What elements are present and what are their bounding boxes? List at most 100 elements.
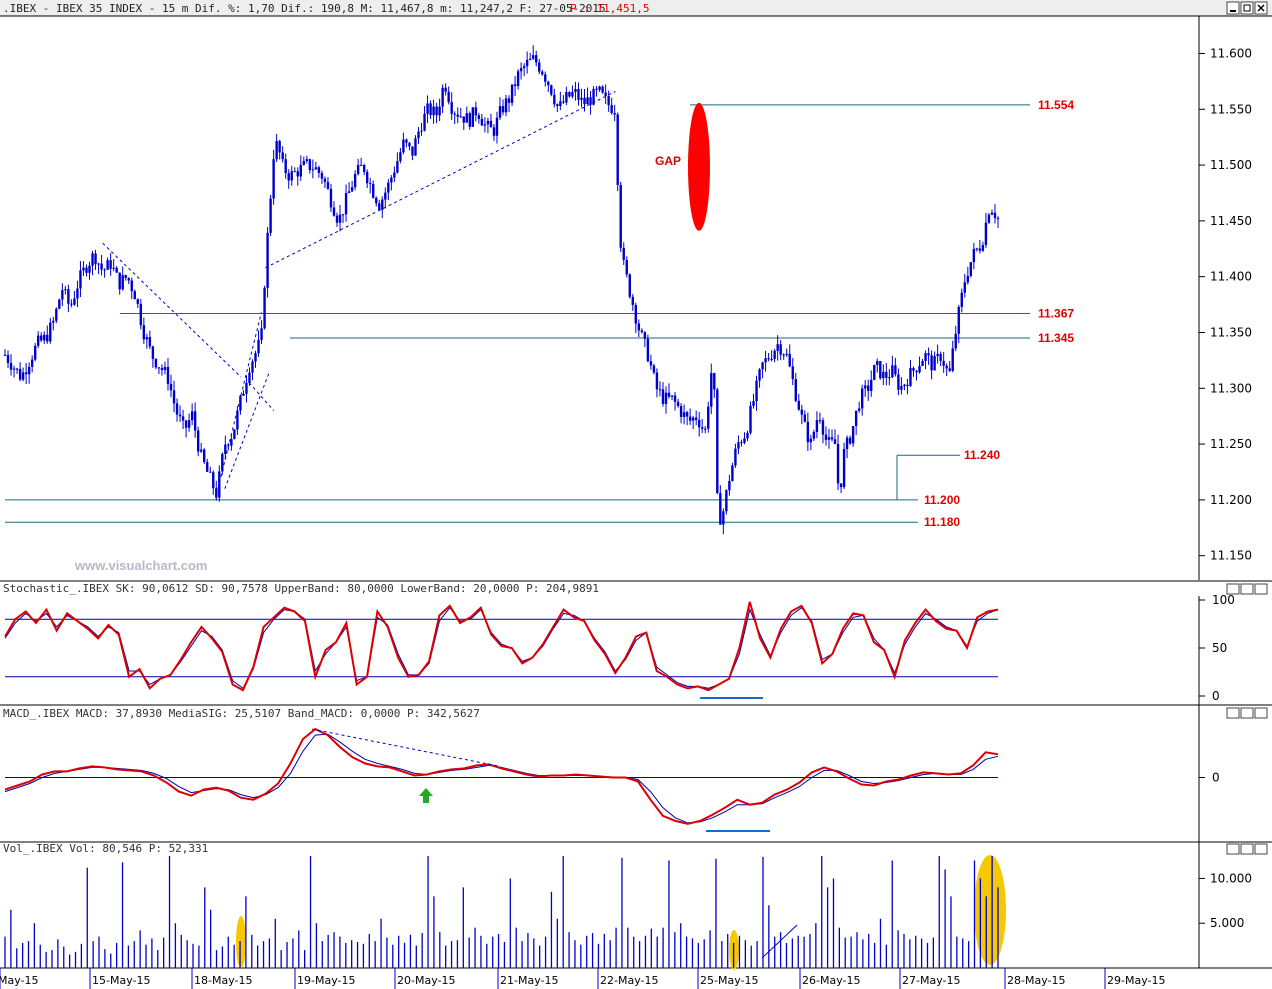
candle-body [646, 338, 650, 362]
candle-body [701, 427, 704, 429]
candle-body [625, 259, 628, 275]
candle-body [933, 356, 936, 371]
candle-body [94, 253, 97, 265]
level-label: 11.367 [1038, 307, 1074, 321]
close-icon[interactable] [1254, 583, 1268, 595]
candle-body [667, 392, 671, 397]
candle-body [266, 232, 269, 288]
candle-body [538, 62, 541, 72]
restore-icon[interactable] [1240, 583, 1254, 595]
candle-body [993, 212, 997, 219]
candle-body [260, 328, 263, 340]
candle-body [453, 113, 456, 115]
candle-body [607, 96, 610, 106]
candle-body [52, 320, 55, 323]
date-label: 22-May-15 [600, 974, 658, 987]
candle-body [365, 171, 369, 184]
candle-body [166, 366, 170, 384]
candle-body [432, 106, 435, 116]
candle-body [64, 289, 67, 291]
candle-body [33, 345, 37, 360]
candle-body [604, 92, 607, 97]
candle-body [118, 272, 121, 290]
price-levels: 11.554 11.367 11.345 11.240 11.200 11.180 [5, 98, 1074, 529]
candle-body [773, 350, 776, 359]
candle-body [568, 92, 571, 97]
candle-body [873, 365, 876, 380]
candle-body [402, 139, 405, 153]
candle-body [704, 428, 707, 430]
candle-body [91, 253, 94, 266]
candle-body [378, 203, 381, 210]
candle-body [384, 192, 387, 200]
candle-body [356, 164, 360, 175]
close-icon[interactable] [1254, 843, 1268, 855]
window-controls-stoch[interactable] [1226, 583, 1268, 595]
minimize-icon[interactable] [1226, 583, 1240, 595]
restore-icon[interactable] [1240, 707, 1254, 719]
candle-body [480, 118, 484, 126]
candle-body [335, 215, 339, 223]
candle-body [139, 303, 143, 326]
candle-body [447, 91, 450, 103]
macd-line [4, 727, 999, 825]
minimize-icon[interactable] [1226, 843, 1240, 855]
candle-body [405, 139, 408, 143]
candle-body [553, 94, 556, 105]
close-icon[interactable] [1254, 707, 1268, 719]
candle-body [652, 365, 656, 373]
candle-body [722, 511, 725, 525]
stochastic-header: Stochastic_.IBEX SK: 90,0612 SD: 90,7578… [3, 582, 599, 595]
candle-body [67, 289, 70, 304]
candle-body [800, 409, 804, 415]
candle-body [734, 448, 737, 466]
candle-body [209, 471, 212, 473]
candle-body [190, 411, 194, 421]
candle-body [353, 174, 357, 188]
candle-body [891, 365, 894, 378]
candle-body [501, 106, 505, 113]
candle-body [972, 248, 976, 263]
candle-body [396, 161, 399, 173]
price-tick-label: 11.400 [1210, 270, 1252, 284]
candle-body [942, 360, 945, 366]
window-controls-main[interactable] [1226, 1, 1268, 15]
price-tick-label: 11.250 [1210, 437, 1252, 451]
candle-body [248, 372, 251, 383]
candle-body [21, 372, 25, 380]
candle-body [987, 214, 991, 223]
candle-body [589, 97, 592, 105]
candle-body [978, 248, 982, 251]
candle-body [649, 361, 653, 366]
window-controls-vol[interactable] [1226, 843, 1268, 855]
window-controls-macd[interactable] [1226, 707, 1268, 719]
candle-body [876, 361, 879, 366]
date-label: 25-May-15 [700, 974, 758, 987]
level-label: 11.345 [1038, 331, 1074, 345]
candle-body [468, 113, 472, 127]
candle-body [100, 263, 103, 270]
candle-body [728, 480, 731, 491]
candle-body [456, 114, 459, 117]
restore-icon[interactable] [1240, 843, 1254, 855]
candle-body [115, 267, 118, 273]
title-bar [0, 0, 1272, 16]
candle-body [870, 379, 873, 391]
volume-header: Vol_.IBEX Vol: 80,546 P: 52,331 [3, 842, 208, 855]
up-arrow-icon [419, 788, 433, 803]
candle-body [556, 104, 559, 106]
candle-body [269, 198, 272, 233]
date-label: 18-May-15 [194, 974, 252, 987]
candle-body [203, 449, 206, 463]
minimize-icon[interactable] [1226, 1, 1240, 15]
candle-body [414, 138, 417, 156]
minimize-icon[interactable] [1226, 707, 1240, 719]
candle-body [574, 88, 577, 92]
candle-body [40, 335, 43, 341]
candle-body [867, 385, 870, 391]
candle-body [845, 437, 849, 450]
candle-body [860, 388, 864, 409]
restore-icon[interactable] [1240, 1, 1254, 15]
candle-body [924, 353, 927, 362]
candle-body [685, 412, 689, 417]
